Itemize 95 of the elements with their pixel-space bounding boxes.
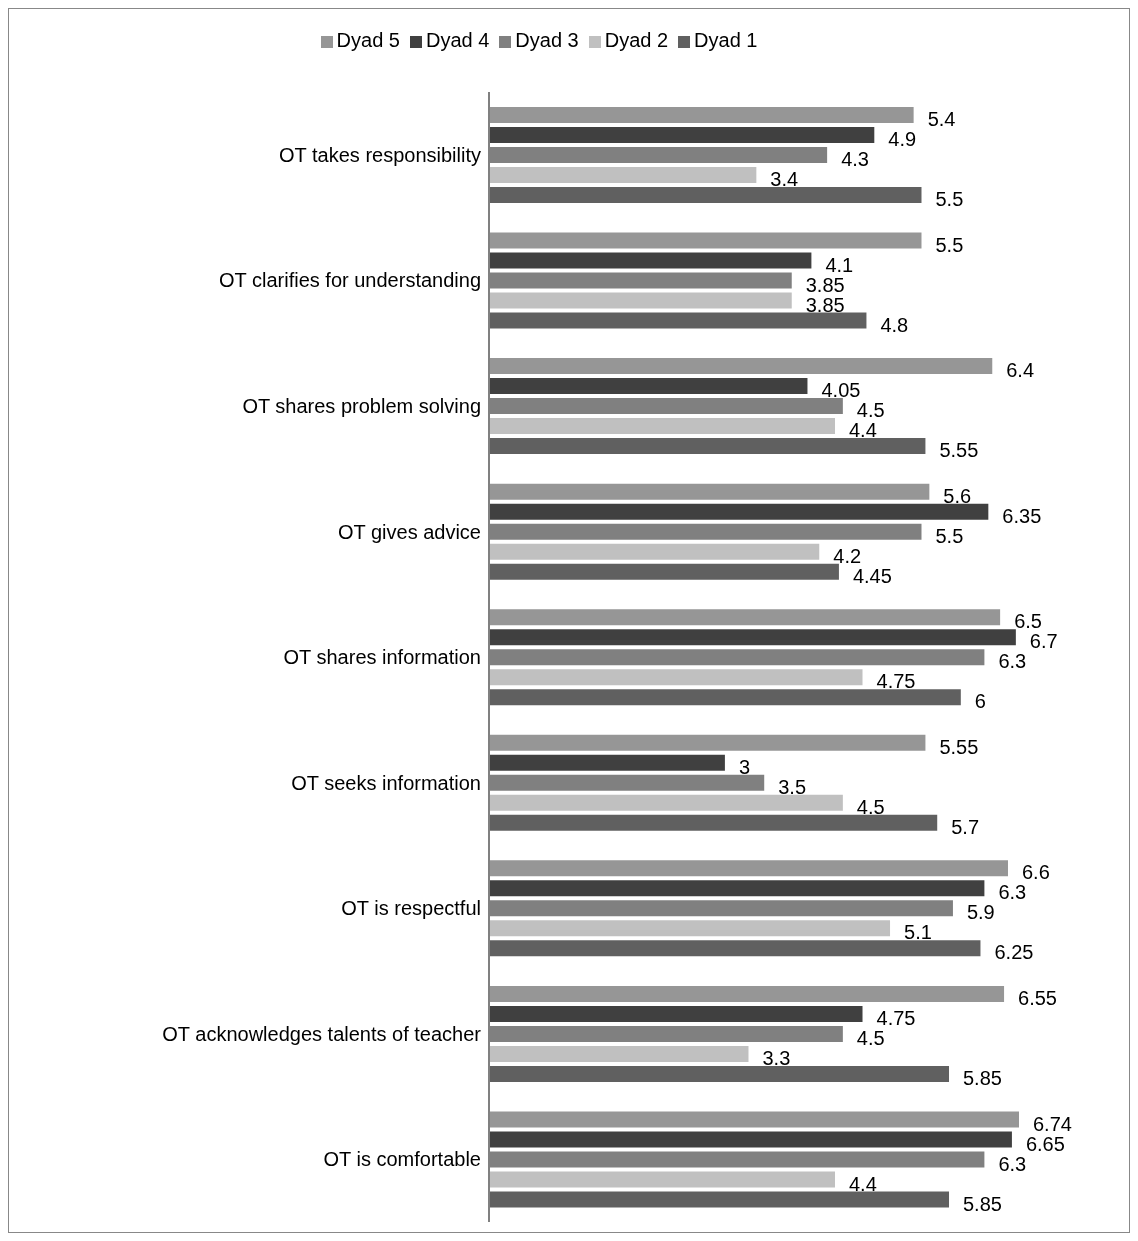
bar — [489, 629, 1016, 646]
y-tick-label: OT is respectful — [341, 897, 481, 920]
bar — [489, 669, 863, 686]
data-label: 4.75 — [876, 1006, 916, 1029]
bar — [489, 1045, 749, 1062]
data-label: 6.3 — [998, 881, 1027, 904]
data-label: 3.3 — [762, 1046, 791, 1069]
bar — [489, 689, 961, 706]
legend-label: Dyad 4 — [425, 29, 490, 51]
data-label: 4.4 — [848, 1172, 877, 1195]
bar — [489, 107, 914, 123]
data-label: 6.7 — [1029, 630, 1058, 653]
data-label: 5.7 — [951, 815, 980, 838]
y-tick-label: OT clarifies for understanding — [219, 269, 481, 292]
data-label: 5.4 — [927, 108, 956, 131]
data-label: 5.5 — [935, 524, 964, 547]
bar — [489, 734, 926, 751]
bar — [489, 985, 1005, 1002]
data-label: 6.4 — [1006, 359, 1035, 382]
bar — [489, 1111, 1019, 1128]
data-label: 6.5 — [1014, 610, 1042, 633]
bar — [489, 880, 985, 897]
data-label: 4.5 — [856, 1026, 885, 1049]
bar — [489, 358, 993, 375]
bar — [489, 503, 989, 520]
legend-label: Dyad 5 — [336, 29, 400, 51]
bar — [489, 940, 981, 957]
data-label: 4.45 — [852, 564, 892, 587]
y-tick-label: OT gives advice — [337, 520, 481, 543]
data-label: 5.6 — [943, 484, 972, 507]
data-label: 6.3 — [998, 1152, 1027, 1175]
bar — [489, 1005, 863, 1022]
bar — [489, 418, 835, 435]
bar — [489, 483, 930, 500]
data-label: 6.25 — [994, 941, 1034, 964]
y-tick-label: OT shares problem solving — [242, 394, 481, 417]
data-label: 4.75 — [876, 670, 916, 693]
bar — [489, 920, 891, 937]
data-label: 6.35 — [1002, 504, 1042, 527]
bar — [489, 860, 1008, 877]
bar — [489, 794, 843, 811]
data-label: 4.5 — [856, 795, 885, 818]
y-tick-label: OT takes responsibility — [279, 143, 481, 166]
data-label: 6.55 — [1018, 986, 1057, 1009]
bar — [489, 1171, 835, 1188]
data-label: 4.05 — [821, 379, 861, 402]
data-label: 6.6 — [1021, 861, 1050, 884]
bar — [489, 814, 938, 831]
bar — [489, 127, 875, 143]
bar — [489, 312, 867, 329]
data-label: 3.4 — [770, 168, 799, 191]
bar — [489, 609, 1001, 626]
bar — [489, 292, 792, 309]
bar — [489, 167, 757, 183]
data-label: 6.65 — [1025, 1132, 1065, 1155]
data-label: 5.1 — [904, 921, 932, 944]
data-label: 5.55 — [939, 735, 979, 758]
data-label: 5.9 — [966, 901, 995, 924]
data-label: 5.85 — [963, 1192, 1002, 1215]
data-label: 4.3 — [841, 148, 869, 171]
bar — [489, 252, 812, 269]
data-label: 3.85 — [805, 273, 845, 296]
bar — [489, 754, 725, 771]
y-tick-label: OT shares information — [283, 646, 481, 669]
y-tick-label: OT is comfortable — [323, 1148, 481, 1171]
bar — [489, 438, 926, 455]
data-label: 3.85 — [805, 293, 845, 316]
bar — [489, 1131, 1012, 1148]
data-label: 5.85 — [963, 1066, 1002, 1089]
data-label: 4.8 — [880, 313, 909, 336]
legend-label: Dyad 1 — [694, 29, 758, 51]
bar — [489, 563, 839, 580]
bar — [489, 187, 922, 203]
data-label: 4.4 — [848, 419, 877, 442]
data-label: 4.5 — [856, 399, 885, 422]
data-label: 3.5 — [778, 775, 807, 798]
data-label: 4.1 — [825, 253, 854, 276]
data-label: 6.3 — [998, 650, 1027, 673]
data-label: 5.5 — [935, 233, 964, 256]
data-label: 5.55 — [939, 439, 979, 462]
data-label: 4.2 — [833, 544, 862, 567]
data-label: 3 — [738, 755, 751, 778]
bar — [489, 378, 808, 395]
bar — [489, 1191, 950, 1208]
bar — [489, 232, 922, 249]
data-label: 6.74 — [1033, 1112, 1072, 1135]
bar — [489, 1065, 950, 1082]
legend-label: Dyad 3 — [515, 29, 579, 51]
data-label: 4.9 — [888, 128, 917, 151]
data-label: 6 — [974, 690, 986, 713]
y-tick-label: OT seeks information — [291, 771, 481, 794]
bar — [489, 543, 820, 560]
y-tick-label: OT acknowledges talents of teacher — [162, 1022, 482, 1045]
data-label: 5.5 — [935, 188, 964, 211]
legend-label: Dyad 2 — [604, 29, 669, 51]
